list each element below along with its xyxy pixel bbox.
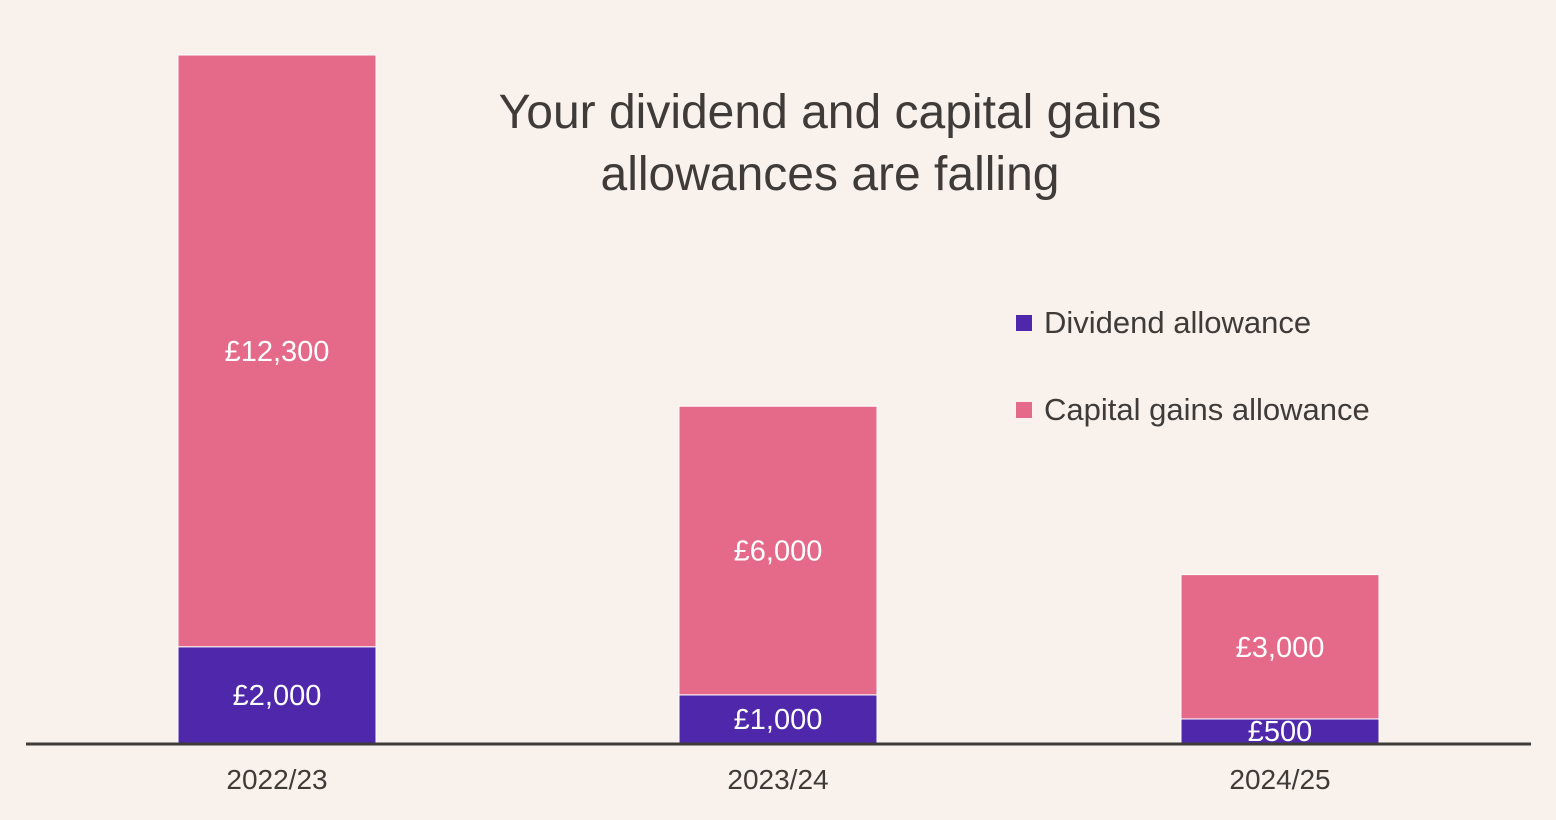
- x-tick-label-2022-23: 2022/23: [226, 764, 327, 795]
- value-label-dividend-2023-24: £1,000: [734, 704, 823, 736]
- bar-dividend-2023-24: [678, 694, 878, 744]
- legend: Dividend allowance Capital gains allowan…: [1016, 300, 1370, 474]
- legend-item-dividend: Dividend allowance: [1016, 300, 1370, 346]
- x-tick-label-2024-25: 2024/25: [1229, 764, 1330, 795]
- legend-label-dividend: Dividend allowance: [1044, 305, 1312, 340]
- bar-capital-gains-2022-23: [177, 54, 377, 648]
- value-label-capital-gains-2022-23: £12,300: [225, 336, 330, 368]
- legend-swatch-capital-gains: [1016, 402, 1032, 418]
- value-label-capital-gains-2024-25: £3,000: [1236, 632, 1325, 664]
- legend-label-capital-gains: Capital gains allowance: [1044, 392, 1370, 427]
- legend-item-capital-gains: Capital gains allowance: [1016, 387, 1370, 433]
- bar-capital-gains-2024-25: [1180, 574, 1380, 720]
- x-tick-labels-group: 2022/23 2023/24 2024/25: [226, 764, 1330, 795]
- bar-capital-gains-2023-24: [678, 405, 878, 696]
- value-label-dividend-2022-23: £2,000: [233, 680, 322, 712]
- x-tick-label-2023-24: 2023/24: [727, 764, 828, 795]
- legend-swatch-dividend: [1016, 315, 1032, 331]
- bar-dividend-2024-25: [1180, 718, 1380, 744]
- bars-group: [177, 54, 1380, 744]
- value-label-capital-gains-2023-24: £6,000: [734, 536, 823, 568]
- chart-title: Your dividend and capital gains allowanc…: [498, 86, 1162, 201]
